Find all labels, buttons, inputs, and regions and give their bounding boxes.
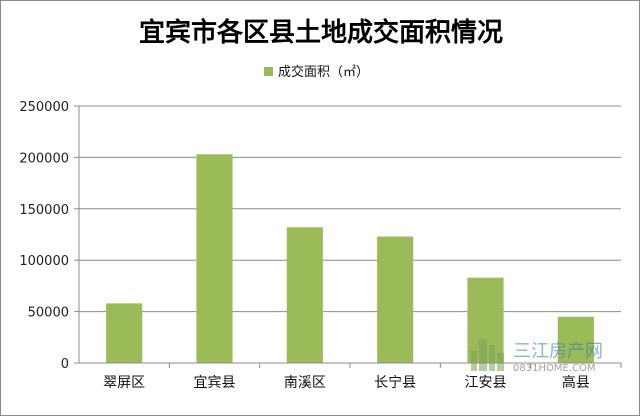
- y-tick-label: 200000: [19, 151, 69, 166]
- x-tick-label: 高县: [562, 374, 590, 391]
- bar-宜宾县: [196, 154, 233, 363]
- x-axis-labels: 翠屏区 宜宾县 南溪区 长宁县 江安县 高县: [103, 363, 622, 391]
- x-tick-label: 宜宾县: [194, 375, 236, 391]
- legend: 成交面积（㎡）: [264, 64, 369, 80]
- x-tick-label: 江安县: [465, 375, 507, 391]
- chart-title: 宜宾市各区县土地成交面积情况: [139, 17, 503, 48]
- y-tick-label: 250000: [19, 100, 69, 115]
- y-tick-label: 0: [61, 357, 69, 372]
- y-axis-ticks: 0 50000 100000 150000 200000 250000: [19, 100, 79, 372]
- watermark-url: 0831HOME.COM: [513, 363, 595, 374]
- bar-翠屏区: [106, 303, 143, 363]
- bars: [106, 154, 594, 363]
- legend-label: 成交面积（㎡）: [278, 64, 369, 80]
- y-tick-label: 50000: [28, 306, 69, 321]
- legend-swatch: [264, 67, 273, 76]
- x-tick-label: 长宁县: [374, 374, 416, 391]
- bar-高县: [557, 316, 594, 363]
- gridlines: [79, 105, 621, 313]
- building-logo-icon: [471, 339, 504, 371]
- x-tick-label: 翠屏区: [103, 375, 145, 391]
- y-tick-label: 100000: [19, 254, 69, 269]
- watermark-title: 三江房产网: [513, 341, 603, 362]
- x-tick-label: 南溪区: [284, 375, 326, 391]
- y-tick-label: 150000: [19, 203, 69, 218]
- watermark: 三江房产网 0831HOME.COM: [471, 339, 603, 374]
- bar-长宁县: [377, 236, 414, 363]
- bar-南溪区: [286, 227, 323, 363]
- axes: [78, 106, 621, 364]
